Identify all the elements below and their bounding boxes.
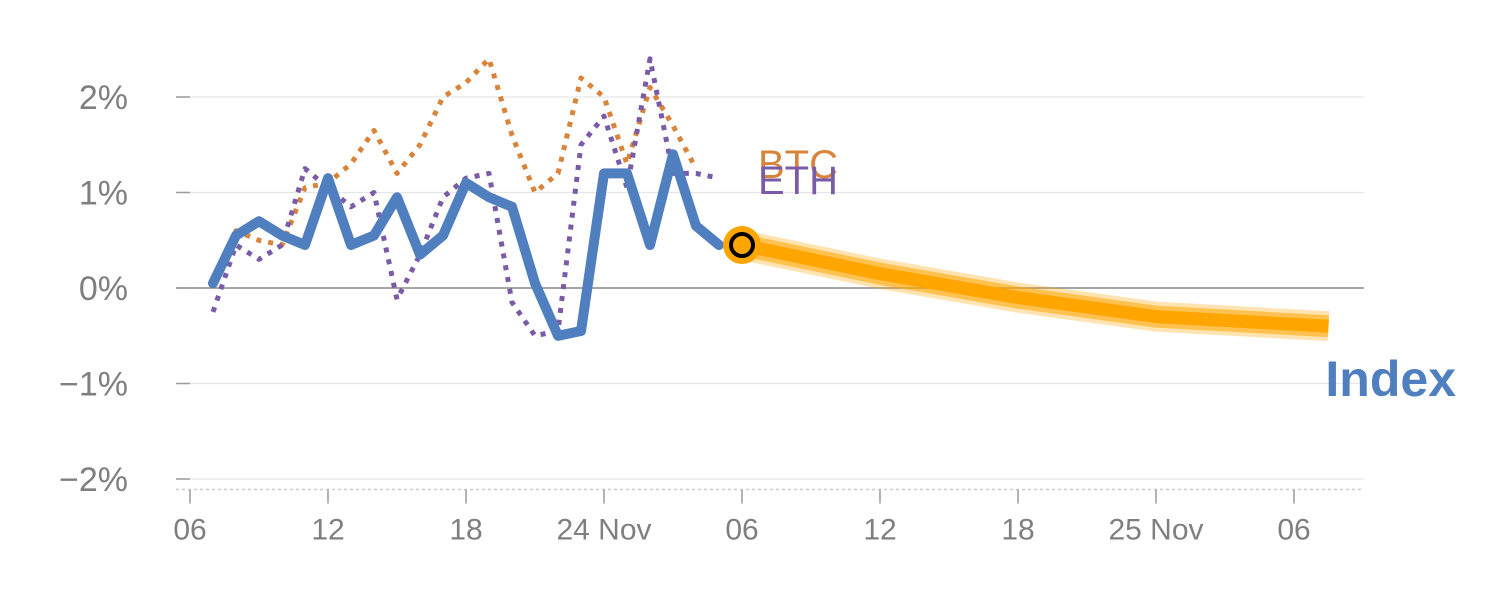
y-tick-label: −2% xyxy=(59,461,128,499)
x-tick-label: 06 xyxy=(725,514,758,547)
series-line-eth xyxy=(210,56,720,339)
series-label-index: Index xyxy=(1325,351,1456,407)
x-tick-label: 06 xyxy=(173,514,206,547)
forecast-band xyxy=(738,230,1330,342)
y-tick-label: 2% xyxy=(79,79,128,117)
series-lines xyxy=(208,56,724,341)
axes xyxy=(176,96,1364,504)
marker-halo xyxy=(723,226,761,265)
x-tick-label: 12 xyxy=(311,514,344,547)
x-tick-label: 18 xyxy=(1001,514,1034,547)
y-tick-label: −1% xyxy=(59,366,128,404)
x-tick-label: 24 Nov xyxy=(556,514,651,547)
x-tick-label: 12 xyxy=(863,514,896,547)
y-tick-labels: 2% 1% 0% −1% −2% xyxy=(59,79,128,499)
x-tick-label: 06 xyxy=(1277,514,1310,547)
x-tick-label: 25 Nov xyxy=(1108,514,1203,547)
series-label-btc: BTC xyxy=(758,143,838,187)
x-tick-labels: 06 12 18 24 Nov 06 12 18 25 Nov 06 xyxy=(173,514,1310,547)
forecast-line xyxy=(740,238,1329,333)
series-label-eth: ETH xyxy=(758,159,838,203)
x-tick-label: 18 xyxy=(449,514,482,547)
marker-ring xyxy=(729,232,755,259)
current-marker xyxy=(723,226,761,265)
y-tick-label: 0% xyxy=(79,270,128,308)
y-tick-label: 1% xyxy=(79,175,128,213)
series-line-index xyxy=(208,149,724,341)
